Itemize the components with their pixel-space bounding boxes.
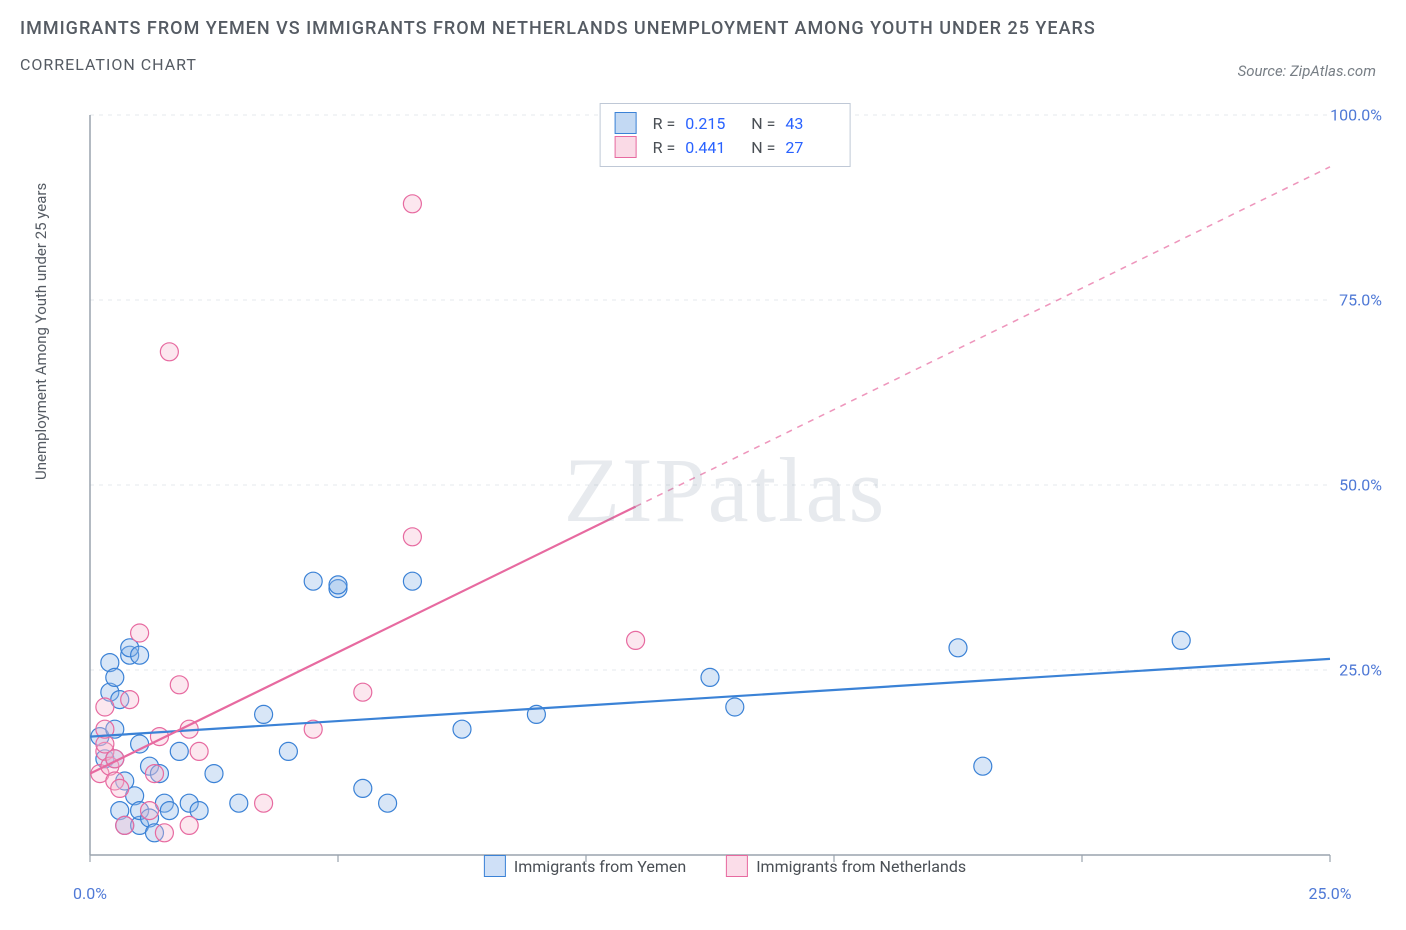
legend-swatch-netherlands-bottom [726,855,748,877]
legend-series-box: Immigrants from Yemen Immigrants from Ne… [484,855,966,877]
legend-row-netherlands: R = 0.441 N = 27 [615,136,836,158]
legend-n-label: N = [751,138,775,157]
legend-r-value-netherlands: 0.441 [685,138,735,157]
chart-subtitle: CORRELATION CHART [20,55,1206,74]
page-root: IMMIGRANTS FROM YEMEN VS IMMIGRANTS FROM… [0,0,1406,930]
y-tick-label: 75.0% [1339,291,1382,310]
legend-item-yemen: Immigrants from Yemen [484,855,686,877]
legend-r-value-yemen: 0.215 [685,114,735,133]
legend-item-netherlands: Immigrants from Netherlands [726,855,966,877]
legend-label-yemen: Immigrants from Yemen [514,857,686,876]
legend-n-value-netherlands: 27 [785,138,835,157]
chart-area: ZIPatlas R = 0.215 N = 43 R = 0.441 N = … [70,105,1380,875]
x-tick-label: 25.0% [1309,884,1352,903]
legend-correlation-box: R = 0.215 N = 43 R = 0.441 N = 27 [600,103,851,167]
source-attribution: Source: ZipAtlas.com [1238,62,1376,80]
legend-n-label: N = [751,114,775,133]
legend-swatch-yemen [615,112,637,134]
y-tick-label: 50.0% [1339,476,1382,495]
legend-n-value-yemen: 43 [785,114,835,133]
legend-swatch-yemen-bottom [484,855,506,877]
legend-r-label: R = [653,138,676,157]
legend-label-netherlands: Immigrants from Netherlands [756,857,966,876]
chart-svg [70,105,1380,875]
y-axis-label: Unemployment Among Youth under 25 years [32,183,50,480]
chart-title: IMMIGRANTS FROM YEMEN VS IMMIGRANTS FROM… [20,18,1206,39]
x-tick-label: 0.0% [73,884,107,903]
legend-r-label: R = [653,114,676,133]
legend-row-yemen: R = 0.215 N = 43 [615,112,836,134]
y-tick-label: 25.0% [1339,661,1382,680]
title-block: IMMIGRANTS FROM YEMEN VS IMMIGRANTS FROM… [20,18,1206,74]
y-tick-label: 100.0% [1330,106,1382,125]
legend-swatch-netherlands [615,136,637,158]
